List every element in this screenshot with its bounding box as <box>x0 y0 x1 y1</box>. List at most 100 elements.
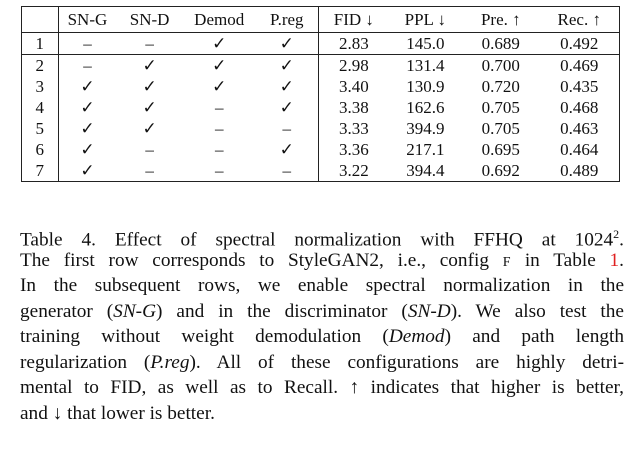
header-demod: Demod <box>194 10 245 29</box>
caption-text: generator ( <box>20 300 114 322</box>
caption-line: The first row corresponds to StyleGAN2, … <box>20 248 624 274</box>
cell-demod: ✓ <box>212 77 227 96</box>
table-row: 4 ✓ ✓ – ✓ 3.38 162.6 0.705 0.468 <box>21 97 620 118</box>
caption-line: Table 4. Effect of spectral normalizatio… <box>20 222 624 251</box>
cell-demod: ✓ <box>212 34 227 53</box>
row-index: 7 <box>21 160 59 182</box>
caption-text: . <box>619 249 624 271</box>
cell-fid: 3.33 <box>338 119 369 138</box>
caption-italic: Demod <box>388 326 445 347</box>
cell-precision: 0.695 <box>481 140 520 159</box>
cell-ppl: 394.9 <box>406 119 445 138</box>
cell-preg: ✓ <box>255 139 320 160</box>
cell-precision: 0.705 <box>481 119 520 138</box>
cell-ppl: 217.1 <box>406 140 445 159</box>
caption-line: training without weight demodulation (De… <box>20 324 624 350</box>
cell-ppl: 394.4 <box>406 161 445 180</box>
cell-precision: 0.689 <box>481 34 520 53</box>
cell-recall: 0.435 <box>560 77 599 96</box>
cell-recall: 0.464 <box>560 140 599 159</box>
cell-precision: 0.692 <box>481 161 520 180</box>
cell-demod: – <box>214 140 224 159</box>
caption-line: regularization (P.reg). All of these con… <box>20 350 624 376</box>
cell-recall: 0.463 <box>560 119 599 138</box>
cell-demod: – <box>214 119 224 138</box>
row-index: 5 <box>21 118 59 139</box>
cell-sn-d: ✓ <box>142 119 157 138</box>
cell-demod: – <box>214 161 224 180</box>
header-ppl: PPL ↓ <box>404 10 447 29</box>
table-row: 6 ✓ – – ✓ 3.36 217.1 0.695 0.464 <box>21 139 620 160</box>
table-row: 2 – ✓ ✓ ✓ 2.98 131.4 0.700 0.469 <box>21 54 620 76</box>
caption-text: Table 4. Effect of spectral normalizatio… <box>20 229 575 251</box>
header-sn-d: SN-D <box>129 10 170 29</box>
cell-fid: 3.36 <box>338 140 369 159</box>
cell-sn-d: ✓ <box>142 56 157 75</box>
cell-ppl: 162.6 <box>406 98 445 117</box>
cell-sn-g: – <box>83 34 92 53</box>
cell-sn-g: ✓ <box>80 161 95 180</box>
cell-ppl: 131.4 <box>406 56 445 75</box>
caption-italic: P.reg <box>150 351 190 373</box>
cell-fid: 3.38 <box>338 98 369 117</box>
cell-sn-g: – <box>83 56 92 75</box>
cell-sn-d: – <box>145 34 154 53</box>
row-index: 3 <box>21 76 59 97</box>
results-table: SN-G SN-D Demod P.reg FID ↓ PPL ↓ Pre. ↑… <box>21 6 620 182</box>
header-fid: FID ↓ <box>333 10 374 29</box>
row-index: 1 <box>21 32 59 55</box>
table-caption: Table 4. Effect of spectral normalizatio… <box>20 222 624 426</box>
caption-text: ) and in the discriminator ( <box>156 300 408 322</box>
caption-text: ) and path length <box>444 326 624 347</box>
table-row: 7 ✓ – – – 3.22 394.4 0.692 0.489 <box>21 160 620 182</box>
cell-fid: 3.40 <box>338 77 369 96</box>
cell-recall: 0.492 <box>560 34 599 53</box>
cell-recall: 0.489 <box>560 161 599 180</box>
caption-italic: SN-G <box>113 300 157 322</box>
caption-italic: SN-D <box>407 300 451 322</box>
cell-fid: 2.83 <box>338 34 369 53</box>
cell-fid: 2.98 <box>338 56 369 75</box>
cell-sn-g: ✓ <box>80 119 95 138</box>
cell-sn-d: – <box>145 140 154 159</box>
caption-config-label: F <box>502 254 512 270</box>
header-index <box>21 6 59 33</box>
caption-text: training without weight demodulation ( <box>20 326 389 347</box>
caption-text: in Table <box>511 249 610 271</box>
row-index: 6 <box>21 139 59 160</box>
row-index: 2 <box>21 54 59 76</box>
cell-precision: 0.700 <box>481 56 520 75</box>
caption-text: The first row corresponds to StyleGAN2, … <box>20 249 503 271</box>
cell-ppl: 145.0 <box>406 34 445 53</box>
table-row: 3 ✓ ✓ ✓ ✓ 3.40 130.9 0.720 0.435 <box>21 76 620 97</box>
cell-sn-d: – <box>145 161 154 180</box>
cell-preg: ✓ <box>255 32 320 55</box>
cell-precision: 0.720 <box>481 77 520 96</box>
cell-sn-g: ✓ <box>80 98 95 117</box>
table-header-row: SN-G SN-D Demod P.reg FID ↓ PPL ↓ Pre. ↑… <box>21 6 620 33</box>
caption-line: and ↓ that lower is better. <box>20 402 215 424</box>
row-index: 4 <box>21 97 59 118</box>
cell-preg: ✓ <box>255 76 320 97</box>
cell-preg: ✓ <box>255 97 320 118</box>
cell-sn-d: ✓ <box>142 77 157 96</box>
caption-text: . <box>619 229 624 251</box>
cell-preg: – <box>255 160 320 182</box>
caption-resolution: 1024 <box>574 229 614 251</box>
caption-superscript: 2 <box>613 227 620 241</box>
caption-line: mental to FID, as well as to Recall. ↑ i… <box>20 377 624 398</box>
cell-recall: 0.468 <box>560 98 599 117</box>
header-sn-g: SN-G <box>67 10 108 29</box>
caption-line: generator (SN-G) and in the discriminato… <box>20 299 624 325</box>
table-reference-link[interactable]: 1 <box>609 249 620 271</box>
header-precision: Pre. ↑ <box>480 10 521 29</box>
table-row: 5 ✓ ✓ – – 3.33 394.9 0.705 0.463 <box>21 118 620 139</box>
caption-text: ). All of these configurations are highl… <box>189 351 624 373</box>
cell-sn-g: ✓ <box>80 140 95 159</box>
cell-preg: ✓ <box>255 54 320 76</box>
cell-fid: 3.22 <box>338 161 369 180</box>
caption-text: regularization ( <box>20 351 151 373</box>
cell-sn-g: ✓ <box>80 77 95 96</box>
cell-preg: – <box>255 118 320 139</box>
cell-recall: 0.469 <box>560 56 599 75</box>
